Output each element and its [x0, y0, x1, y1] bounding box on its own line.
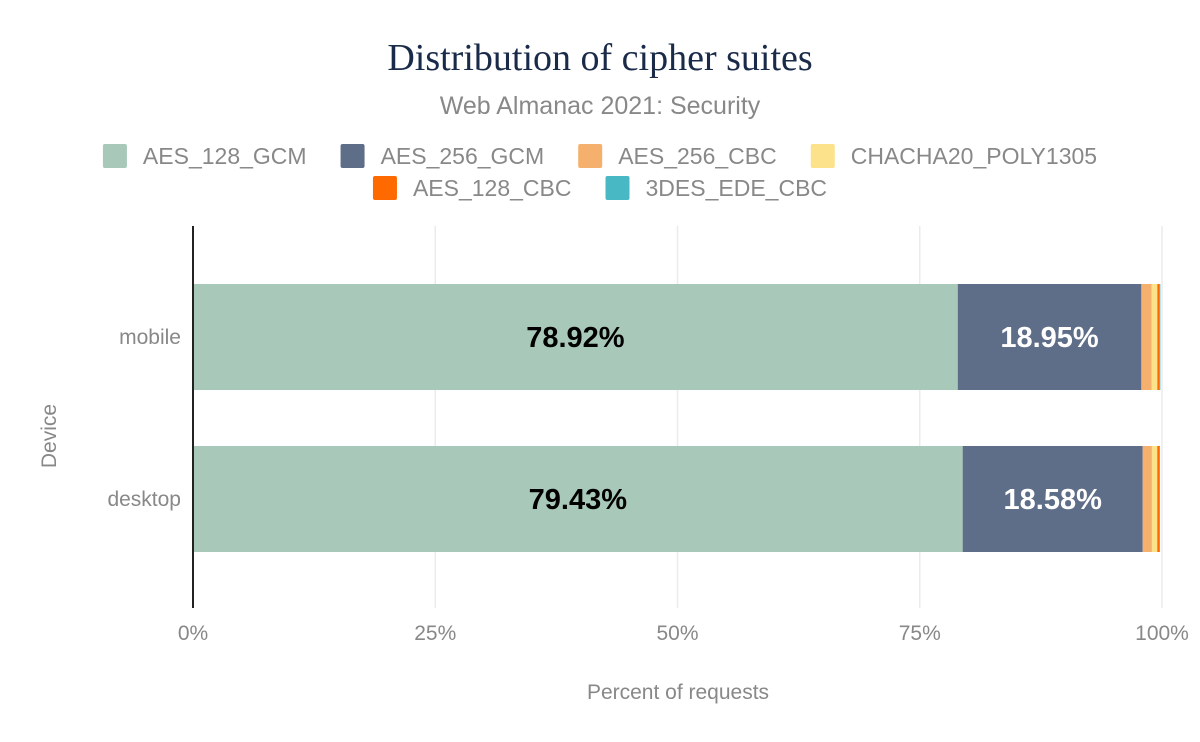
x-tick-75: 75% [899, 622, 941, 645]
bars [193, 284, 1161, 552]
legend-swatch-3des-ede-cbc [605, 176, 630, 200]
bar-desktop-aes-256-gcm [962, 446, 1143, 552]
x-tick-25: 25% [414, 622, 456, 645]
bar-mobile-aes-128-cbc [1157, 284, 1160, 390]
data-label-mobile-aes-256-gcm: 18.95% [1000, 322, 1099, 354]
x-tick-labels: 0% 25% 50% 75% 100% [178, 622, 1189, 645]
y-tick-labels: mobile desktop [107, 326, 181, 511]
legend-label-aes-256-gcm: AES_256_GCM [381, 143, 545, 169]
y-tick-mobile: mobile [119, 326, 181, 349]
bar-mobile-aes-128-gcm [193, 284, 958, 390]
legend-swatch-aes-256-gcm [340, 144, 365, 168]
bar-mobile-chacha20-poly1305 [1151, 284, 1158, 390]
legend-row-1: AES_128_GCM AES_256_GCM AES_256_CBC CHACHA2… [102, 143, 1097, 169]
chart-subtitle: Web Almanac 2021: Security [440, 92, 761, 120]
legend-label-3des-ede-cbc: 3DES_EDE_CBC [646, 175, 828, 201]
bar-desktop-chacha20-poly1305 [1151, 446, 1158, 552]
legend-label-chacha20-poly1305: CHACHA20_POLY1305 [851, 143, 1097, 169]
data-label-desktop-aes-256-gcm: 18.58% [1004, 484, 1103, 516]
bar-mobile-3des-ede-cbc [1159, 284, 1161, 390]
legend-label-aes-256-cbc: AES_256_CBC [618, 143, 777, 169]
bar-desktop-aes-128-gcm [193, 446, 963, 552]
data-label-desktop-aes-128-gcm: 79.43% [529, 484, 628, 516]
legend-swatch-aes-128-gcm [102, 144, 127, 168]
bar-mobile-aes-256-cbc [1141, 284, 1152, 390]
data-label-mobile-aes-128-gcm: 78.92% [526, 322, 625, 354]
bar-desktop-aes-256-cbc [1142, 446, 1152, 552]
legend-swatch-chacha20-poly1305 [810, 144, 835, 168]
legend-row-2: AES_128_CBC 3DES_EDE_CBC [372, 175, 828, 201]
chart-title: Distribution of cipher suites [387, 37, 812, 79]
x-tick-50: 50% [656, 622, 698, 645]
legend-label-aes-128-gcm: AES_128_GCM [143, 143, 307, 169]
legend: AES_128_GCM AES_256_GCM AES_256_CBC CHACHA2… [102, 143, 1097, 201]
y-axis-title: Device [38, 404, 61, 468]
x-axis-title: Percent of requests [587, 681, 769, 704]
legend-swatch-aes-128-cbc [372, 176, 397, 200]
legend-label-aes-128-cbc: AES_128_CBC [413, 175, 572, 201]
bar-mobile-aes-256-gcm [957, 284, 1142, 390]
data-labels: 78.92% 18.95% 79.43% 18.58% [526, 322, 1102, 516]
y-tick-desktop: desktop [107, 488, 181, 511]
legend-swatch-aes-256-cbc [578, 144, 603, 168]
x-tick-0: 0% [178, 622, 208, 645]
x-tick-100: 100% [1135, 622, 1189, 645]
bar-desktop-aes-128-cbc [1157, 446, 1160, 552]
bar-desktop-3des-ede-cbc [1159, 446, 1160, 552]
